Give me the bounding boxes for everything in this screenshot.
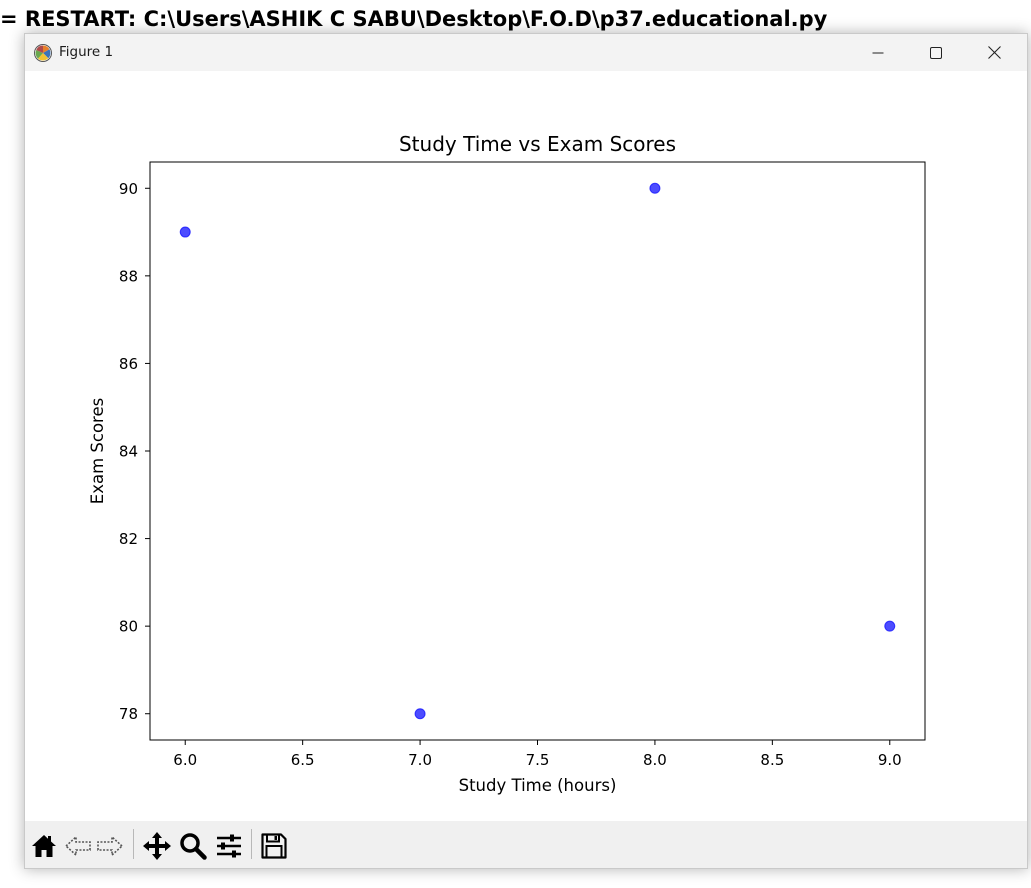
back-arrow-icon bbox=[64, 835, 91, 857]
y-tick-label: 88 bbox=[119, 267, 138, 285]
scatter-chart: 6.0 6.5 7.0 7.5 8.0 8.5 9.0 78 80 82 84 86 88 90 Stud… bbox=[88, 132, 926, 795]
y-tick-label: 82 bbox=[119, 530, 138, 548]
configure-subplots-icon bbox=[217, 834, 241, 858]
x-tick-label: 7.5 bbox=[526, 751, 550, 769]
x-tick-label: 6.0 bbox=[173, 751, 197, 769]
chart-title: Study Time vs Exam Scores bbox=[399, 132, 676, 156]
minimize-button[interactable] bbox=[849, 34, 907, 71]
y-axis-label: Exam Scores bbox=[88, 398, 107, 504]
home-icon bbox=[32, 835, 56, 857]
pan-icon bbox=[143, 832, 171, 860]
x-tick-label: 8.0 bbox=[643, 751, 667, 769]
home-button[interactable] bbox=[29, 831, 59, 861]
x-tick-label: 8.5 bbox=[760, 751, 784, 769]
toolbar-separator bbox=[133, 829, 134, 859]
y-tick-label: 78 bbox=[119, 705, 138, 723]
navigation-toolbar bbox=[25, 821, 1027, 868]
title-bar[interactable]: Figure 1 bbox=[25, 34, 1027, 71]
maximize-icon bbox=[930, 46, 942, 59]
save-icon bbox=[261, 833, 287, 859]
scatter-point bbox=[414, 708, 426, 720]
close-icon bbox=[987, 46, 1001, 59]
y-tick-label: 80 bbox=[119, 618, 138, 636]
maximize-button[interactable] bbox=[907, 34, 965, 71]
x-tick-label: 6.5 bbox=[291, 751, 315, 769]
scatter-point bbox=[649, 182, 661, 194]
figure-window: Figure 1 6.0 6.5 7.0 7.5 8.0 8.5 9.0 78 80 82 84 86… bbox=[24, 33, 1028, 869]
x-axis-label: Study Time (hours) bbox=[459, 776, 617, 795]
y-tick-label: 90 bbox=[119, 180, 138, 198]
zoom-button[interactable] bbox=[178, 831, 208, 861]
axes-frame bbox=[149, 161, 926, 741]
forward-arrow-icon bbox=[97, 835, 124, 857]
back-button[interactable] bbox=[63, 831, 93, 861]
pan-button[interactable] bbox=[142, 831, 172, 861]
scatter-point bbox=[179, 226, 191, 238]
minimize-icon bbox=[872, 52, 884, 53]
matplotlib-icon bbox=[33, 43, 53, 63]
figure-canvas[interactable]: 6.0 6.5 7.0 7.5 8.0 8.5 9.0 78 80 82 84 86 88 90 Stud… bbox=[25, 71, 1027, 821]
x-tick-label: 9.0 bbox=[878, 751, 902, 769]
y-tick-label: 86 bbox=[119, 355, 138, 373]
y-tick-label: 84 bbox=[119, 443, 138, 461]
save-button[interactable] bbox=[259, 831, 289, 861]
window-title: Figure 1 bbox=[59, 44, 114, 60]
scatter-point bbox=[884, 620, 896, 632]
shell-restart-text: = RESTART: C:\Users\ASHIK C SABU\Desktop… bbox=[0, 7, 828, 31]
configure-subplots-button[interactable] bbox=[214, 831, 244, 861]
forward-button[interactable] bbox=[95, 831, 125, 861]
zoom-icon bbox=[180, 833, 207, 860]
toolbar-separator bbox=[251, 829, 252, 859]
x-tick-label: 7.0 bbox=[408, 751, 432, 769]
close-button[interactable] bbox=[965, 34, 1023, 71]
